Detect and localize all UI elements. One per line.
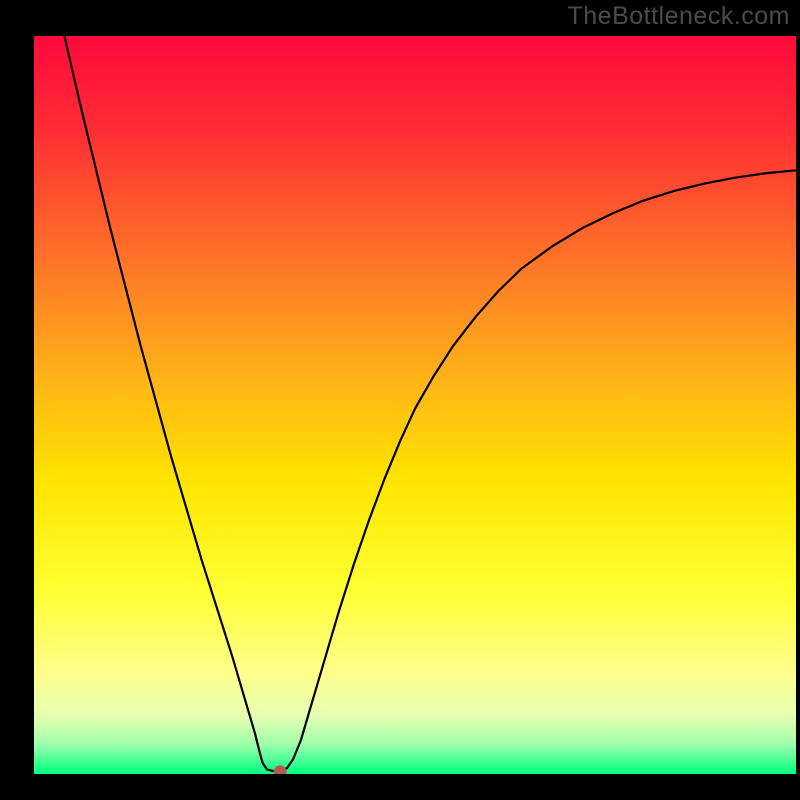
bottleneck-curve: [64, 36, 796, 771]
curve-layer: [34, 36, 796, 774]
optimum-marker: [274, 765, 287, 774]
chart-stage: TheBottleneck.com: [0, 0, 800, 800]
watermark-text: TheBottleneck.com: [568, 2, 791, 31]
plot-area: [34, 36, 796, 774]
